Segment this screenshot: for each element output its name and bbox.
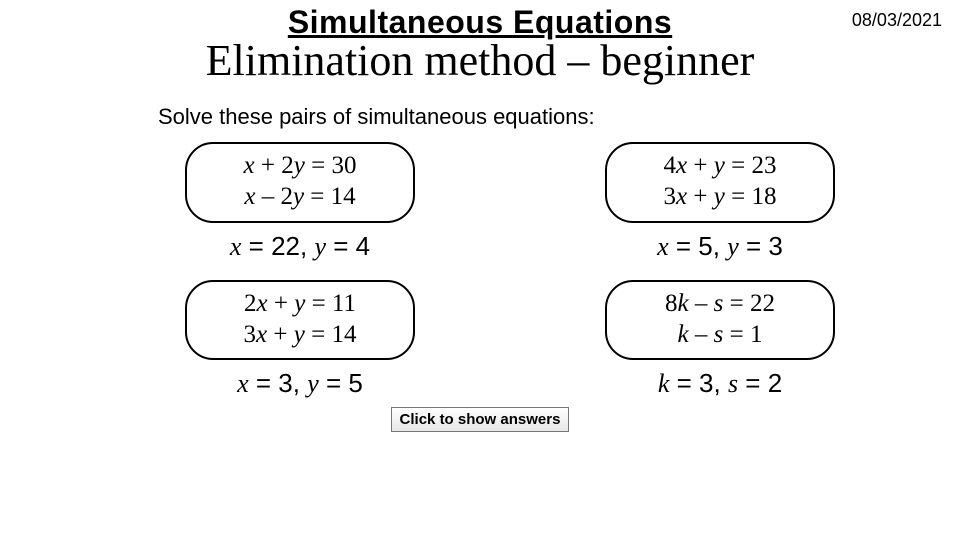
problem-3: 2x + y = 11 3x + y = 14 x = 3, y = 5	[150, 276, 450, 400]
problem-2: 4x + y = 23 3x + y = 18 x = 5, y = 3	[570, 138, 870, 262]
problem-4: 8k – s = 22 k – s = 1 k = 3, s = 2	[570, 276, 870, 400]
equation-box: 8k – s = 22 k – s = 1	[605, 280, 835, 361]
answer-text: x = 5, y = 3	[570, 231, 870, 262]
equation-line: x + 2y = 30	[197, 150, 403, 181]
answer-text: x = 22, y = 4	[150, 231, 450, 262]
page-subtitle: Elimination method – beginner	[0, 35, 960, 86]
answer-text: x = 3, y = 5	[150, 368, 450, 399]
equation-line: 4x + y = 23	[617, 150, 823, 181]
equation-box: 4x + y = 23 3x + y = 18	[605, 142, 835, 223]
page-date: 08/03/2021	[852, 10, 942, 31]
equation-line: 8k – s = 22	[617, 288, 823, 319]
answer-text: k = 3, s = 2	[570, 368, 870, 399]
equation-line: x – 2y = 14	[197, 181, 403, 212]
instruction-text: Solve these pairs of simultaneous equati…	[158, 104, 960, 130]
equation-line: 3x + y = 18	[617, 181, 823, 212]
equation-line: k – s = 1	[617, 319, 823, 350]
show-answers-button[interactable]: Click to show answers	[391, 407, 570, 432]
equation-line: 2x + y = 11	[197, 288, 403, 319]
problem-1: x + 2y = 30 x – 2y = 14 x = 22, y = 4	[150, 138, 450, 262]
equation-box: x + 2y = 30 x – 2y = 14	[185, 142, 415, 223]
equation-line: 3x + y = 14	[197, 319, 403, 350]
problems-grid: x + 2y = 30 x – 2y = 14 x = 22, y = 4 4x…	[150, 138, 870, 399]
equation-box: 2x + y = 11 3x + y = 14	[185, 280, 415, 361]
